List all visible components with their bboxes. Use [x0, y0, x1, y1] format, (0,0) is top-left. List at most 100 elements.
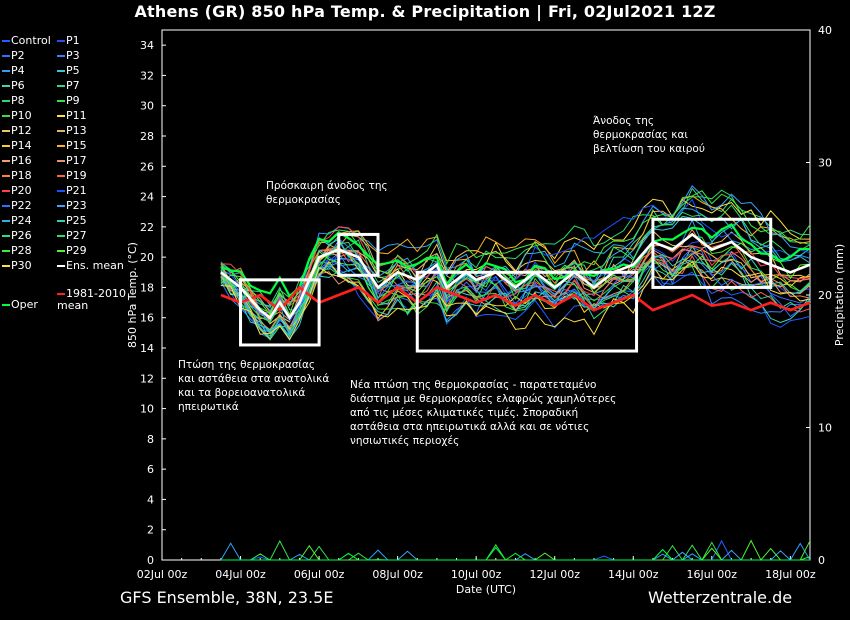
x-tick-label: 14Jul 00z: [608, 568, 659, 581]
legend-item: P13: [57, 125, 87, 137]
legend-label: P14: [11, 139, 32, 152]
legend-item: Control: [2, 35, 51, 47]
legend-swatch: [2, 250, 10, 252]
annotation-line: και τα βορειοανατολικά: [178, 387, 306, 399]
legend-item: P10: [2, 110, 32, 122]
legend-item: P24: [2, 215, 32, 227]
legend-swatch: [2, 205, 10, 207]
legend-label: Control: [11, 34, 51, 47]
oper-line: [220, 222, 811, 298]
legend-label: P30: [11, 259, 32, 272]
annotation-line: Άνοδος της: [593, 115, 655, 127]
legend-swatch: [57, 265, 65, 267]
precip-line: [220, 539, 811, 561]
y-tick-label: 12: [140, 372, 154, 385]
member-line: [220, 190, 811, 314]
legend-label: P22: [11, 199, 32, 212]
legend-swatch: [2, 130, 10, 132]
y2-axis-label: Precipitation (mm): [833, 244, 846, 346]
legend-label: P11: [66, 109, 87, 122]
y-axis-label: 850 hPa Temp. (°C): [126, 242, 139, 348]
y-tick-label: 28: [140, 130, 154, 143]
legend-item: P3: [57, 50, 80, 62]
y-tick-label: 22: [140, 221, 154, 234]
y2-tick-label: 20: [818, 289, 832, 302]
legend-item: P22: [2, 200, 32, 212]
legend-swatch: [2, 190, 10, 192]
member-line: [220, 244, 811, 314]
legend-item: P18: [2, 170, 32, 182]
legend-swatch: [2, 40, 10, 42]
y2-tick-label: 40: [818, 24, 832, 37]
legend-item: P20: [2, 185, 32, 197]
legend-swatch: [57, 115, 65, 117]
legend-item: P23: [57, 200, 87, 212]
highlight-box: [651, 217, 773, 289]
legend-label: P16: [11, 154, 32, 167]
legend-label: Oper: [11, 298, 38, 311]
legend: Control P1 P2 P3 P4 P5 P6 P7 P8 P9 P10 P11 P12 P13 P14…: [0, 33, 140, 323]
annotation-line: Πτώση της θερμοκρασίας: [178, 359, 316, 371]
annotation-line: ηπειρωτικά: [178, 401, 239, 413]
annotation-temp-drop: Πτώση της θερμοκρασίας και αστάθεια στα α…: [178, 358, 329, 414]
y-tick-label: 34: [140, 39, 154, 52]
legend-item: P25: [57, 215, 87, 227]
legend-label: 1981-2010 mean: [57, 287, 126, 312]
y2-tick-label: 0: [818, 554, 825, 567]
legend-swatch: [57, 130, 65, 132]
legend-label: P1: [66, 34, 80, 47]
legend-item: P28: [2, 245, 32, 257]
x-tick-label: 04Jul 00z: [215, 568, 266, 581]
legend-item: P6: [2, 80, 25, 92]
legend-item: P21: [57, 185, 87, 197]
legend-item: P12: [2, 125, 32, 137]
legend-item-climatology: 1981-2010 mean: [57, 288, 137, 312]
x-axis-label: Date (UTC): [456, 583, 516, 596]
x-tick-label: 08Jul 00z: [372, 568, 423, 581]
legend-swatch: [2, 220, 10, 222]
legend-swatch: [2, 115, 10, 117]
x-tick-label: 06Jul 00z: [294, 568, 345, 581]
legend-item: P27: [57, 230, 87, 242]
legend-item-ens-mean: Ens. mean: [57, 260, 124, 272]
chart-title: Athens (GR) 850 hPa Temp. & Precipitatio…: [134, 2, 716, 21]
legend-item-oper: Oper: [2, 299, 38, 311]
legend-swatch: [57, 145, 65, 147]
legend-item: P14: [2, 140, 32, 152]
model-info: GFS Ensemble, 38N, 23.5E: [120, 588, 334, 607]
y-tick-label: 14: [140, 342, 154, 355]
legend-label: P25: [66, 214, 87, 227]
y-tick-label: 4: [147, 493, 154, 506]
ens-mean-line: [220, 232, 811, 321]
member-line: [220, 242, 811, 316]
legend-label: P2: [11, 49, 25, 62]
x-tick-label: 10Jul 00z: [451, 568, 502, 581]
legend-swatch: [57, 55, 65, 57]
legend-label: P29: [66, 244, 87, 257]
y-tick-label: 0: [147, 554, 154, 567]
annotation-warming: Άνοδος της θερμοκρασίας και βελτίωση του κ…: [593, 114, 705, 156]
x-tick-label: 12Jul 00z: [529, 568, 580, 581]
legend-swatch: [2, 55, 10, 57]
legend-item: P9: [57, 95, 80, 107]
legend-item: P16: [2, 155, 32, 167]
legend-item: P15: [57, 140, 87, 152]
annotation-line: βελτίωση του καιρού: [593, 143, 705, 155]
legend-item: P29: [57, 245, 87, 257]
legend-swatch: [2, 160, 10, 162]
legend-label: P3: [66, 49, 80, 62]
legend-label: P7: [66, 79, 80, 92]
legend-swatch: [57, 160, 65, 162]
legend-item: P2: [2, 50, 25, 62]
legend-swatch: [57, 220, 65, 222]
legend-swatch: [2, 85, 10, 87]
legend-item: P8: [2, 95, 25, 107]
legend-swatch: [57, 70, 65, 72]
y-tick-label: 6: [147, 463, 154, 476]
legend-label: P20: [11, 184, 32, 197]
y-tick-label: 8: [147, 433, 154, 446]
legend-swatch: [2, 175, 10, 177]
y-tick-label: 24: [140, 191, 154, 204]
y-tick-label: 20: [140, 251, 154, 264]
legend-swatch: [2, 100, 10, 102]
